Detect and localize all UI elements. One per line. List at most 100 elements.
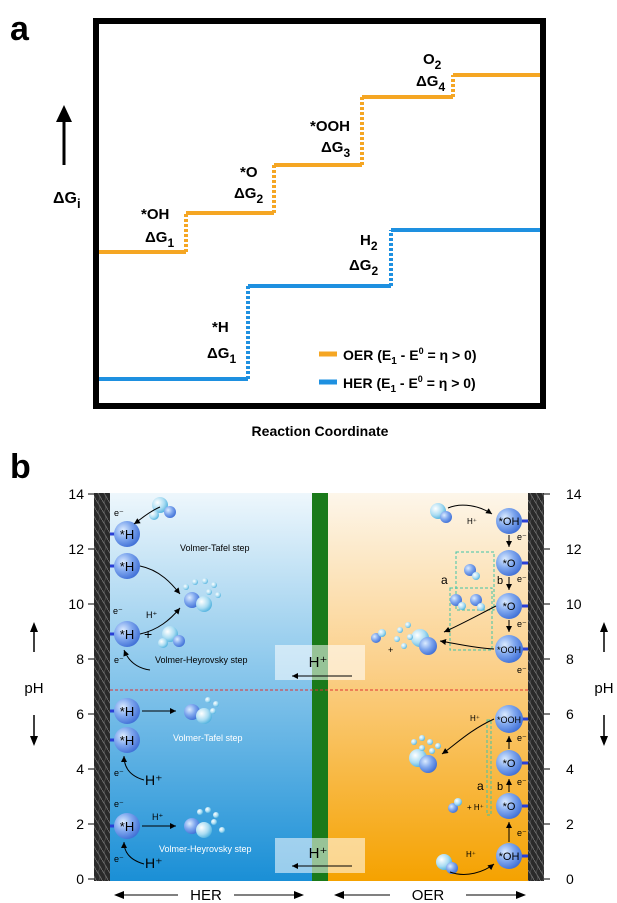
svg-text:H⁺: H⁺: [470, 714, 480, 723]
proton-base-2: H⁺: [152, 812, 163, 822]
volmer-tafel-acid: Volmer-Tafel step: [180, 543, 250, 553]
svg-text:H⁺: H⁺: [467, 517, 477, 526]
svg-text:*OH: *OH: [499, 851, 520, 863]
proton-base-3: H⁺: [145, 855, 163, 871]
left-electrode: [94, 493, 110, 881]
oer-compartment: [328, 493, 530, 881]
her-label-h2: H2: [360, 232, 378, 253]
electron-5: e⁻: [114, 799, 124, 809]
electron-2: e⁻: [113, 606, 123, 616]
adsorbed-h-3: *H: [110, 621, 140, 647]
y-axis-label: ΔGi: [53, 190, 81, 211]
oer-label-a-top: a: [441, 573, 448, 587]
right-tick-label-0: 0: [566, 871, 574, 887]
water-molecule-mid: [158, 626, 185, 648]
volmer-heyrovsky-acid: Volmer-Heyrovsky step: [155, 655, 248, 665]
left-tick-label-4: 4: [76, 761, 84, 777]
oer-ooh-base: *OOH: [495, 705, 528, 733]
svg-text:+ H⁺: + H⁺: [467, 803, 484, 812]
svg-text:e⁻: e⁻: [517, 665, 527, 675]
svg-text:H⁺: H⁺: [309, 654, 328, 671]
her-bottom-label: HER: [190, 887, 222, 903]
proton-base-1: H⁺: [145, 772, 163, 788]
oer-bottom-label: OER: [412, 887, 445, 903]
svg-text:e⁻: e⁻: [517, 733, 527, 743]
svg-text:*H: *H: [120, 627, 134, 642]
right-tick-label-4: 4: [566, 761, 574, 777]
electron-1: e⁻: [114, 508, 124, 518]
electron-4: e⁻: [114, 768, 124, 778]
proton-box-bottom: H⁺: [275, 838, 365, 873]
plus-her: +: [144, 626, 152, 642]
oer-label-b-top: b: [497, 575, 503, 587]
svg-text:e⁻: e⁻: [517, 574, 527, 584]
h2-bubbles-top: [183, 578, 221, 612]
oer-o-base-1: *O: [496, 750, 528, 776]
oer-oh-top: *OH: [496, 508, 528, 534]
oer-label-oh: *OH: [141, 206, 169, 223]
left-tick-label-8: 8: [76, 651, 84, 667]
pathway-a-box-top-2: [449, 587, 493, 651]
oer-label-a-base: a: [477, 779, 484, 793]
oer-label-b-base: b: [497, 781, 503, 793]
panel-b-label: b: [10, 448, 31, 486]
water-molecule-top: [149, 497, 176, 520]
oer-o-base-2: *O: [496, 793, 528, 819]
volmer-tafel-base: Volmer-Tafel step: [173, 733, 243, 743]
svg-text:H⁺: H⁺: [309, 845, 328, 862]
oer-delta-2: ΔG2: [234, 185, 263, 206]
right-ph-label: pH: [594, 680, 613, 697]
oer-delta-1: ΔG1: [145, 229, 174, 250]
oer-delta-3: ΔG3: [321, 139, 350, 160]
left-ph-axis-title: pH: [24, 622, 44, 746]
pathway-a-box-base: [486, 719, 492, 816]
her-species: *H *H *H *H *H *H e⁻ e⁻ e⁻ e⁻ e⁻ e⁻ Volm…: [110, 497, 252, 871]
svg-text:*H: *H: [120, 819, 134, 834]
left-tick-label-0: 0: [76, 871, 84, 887]
svg-text:*H: *H: [120, 527, 134, 542]
adsorbed-h-5: *H: [110, 727, 140, 753]
her-staircase: [99, 228, 540, 381]
right-tick-label-6: 6: [566, 706, 574, 722]
proton-box-top: H⁺: [275, 645, 365, 680]
svg-text:*O: *O: [503, 601, 516, 613]
left-tick-label-14: 14: [68, 486, 84, 502]
panel-a-frame: [93, 18, 546, 409]
h2-bubbles-base-2: [184, 807, 225, 838]
right-tick-label-2: 2: [566, 816, 574, 832]
right-ph-axis-title: pH: [594, 622, 614, 746]
left-ph-label: pH: [24, 680, 43, 697]
y-axis-arrow: [56, 105, 72, 165]
her-delta-1: ΔG1: [207, 345, 236, 366]
panel-b: b 0 2 4 6 8 10 12 14 0 2 4 6 8 10 12 14 pH pH: [10, 448, 614, 903]
oer-label-ooh: *OOH: [310, 118, 350, 135]
right-tick-label-8: 8: [566, 651, 574, 667]
svg-text:H⁺: H⁺: [466, 850, 476, 859]
right-electrode: [528, 493, 544, 881]
panel-a: a ΔGi *OH ΔG1: [10, 10, 546, 439]
oer-staircase: [99, 73, 540, 254]
left-ph-ticks: 0 2 4 6 8 10 12 14: [68, 486, 94, 887]
pathway-a-box-top: [455, 551, 495, 611]
oer-delta-4: ΔG4: [416, 73, 445, 94]
legend-her: HER (E1 - E0 = η > 0): [343, 374, 476, 395]
adsorbed-h-6: *H: [110, 813, 140, 839]
right-tick-label-12: 12: [566, 541, 582, 557]
proton-acid-1: H⁺: [146, 610, 157, 620]
oer-water-top: [430, 503, 452, 523]
oer-water-a: [464, 564, 480, 580]
oer-species: *OH *O *O *OOH *OOH *O *O *OH a b a b: [371, 503, 528, 875]
left-tick-label-12: 12: [68, 541, 84, 557]
oer-o-mid: *O: [496, 593, 528, 619]
svg-text:+: +: [388, 645, 393, 655]
oer-label-o2: O2: [423, 51, 442, 72]
adsorbed-h-1: *H: [110, 521, 140, 547]
oer-water-a3: [470, 594, 485, 611]
her-label-h: *H: [212, 319, 229, 336]
o2-bubbles-base: [409, 735, 441, 773]
o2-bubbles-top: [394, 622, 437, 655]
volmer-heyrovsky-base: Volmer-Heyrovsky step: [159, 844, 252, 854]
right-tick-label-14: 14: [566, 486, 582, 502]
svg-text:*OOH: *OOH: [497, 715, 521, 725]
